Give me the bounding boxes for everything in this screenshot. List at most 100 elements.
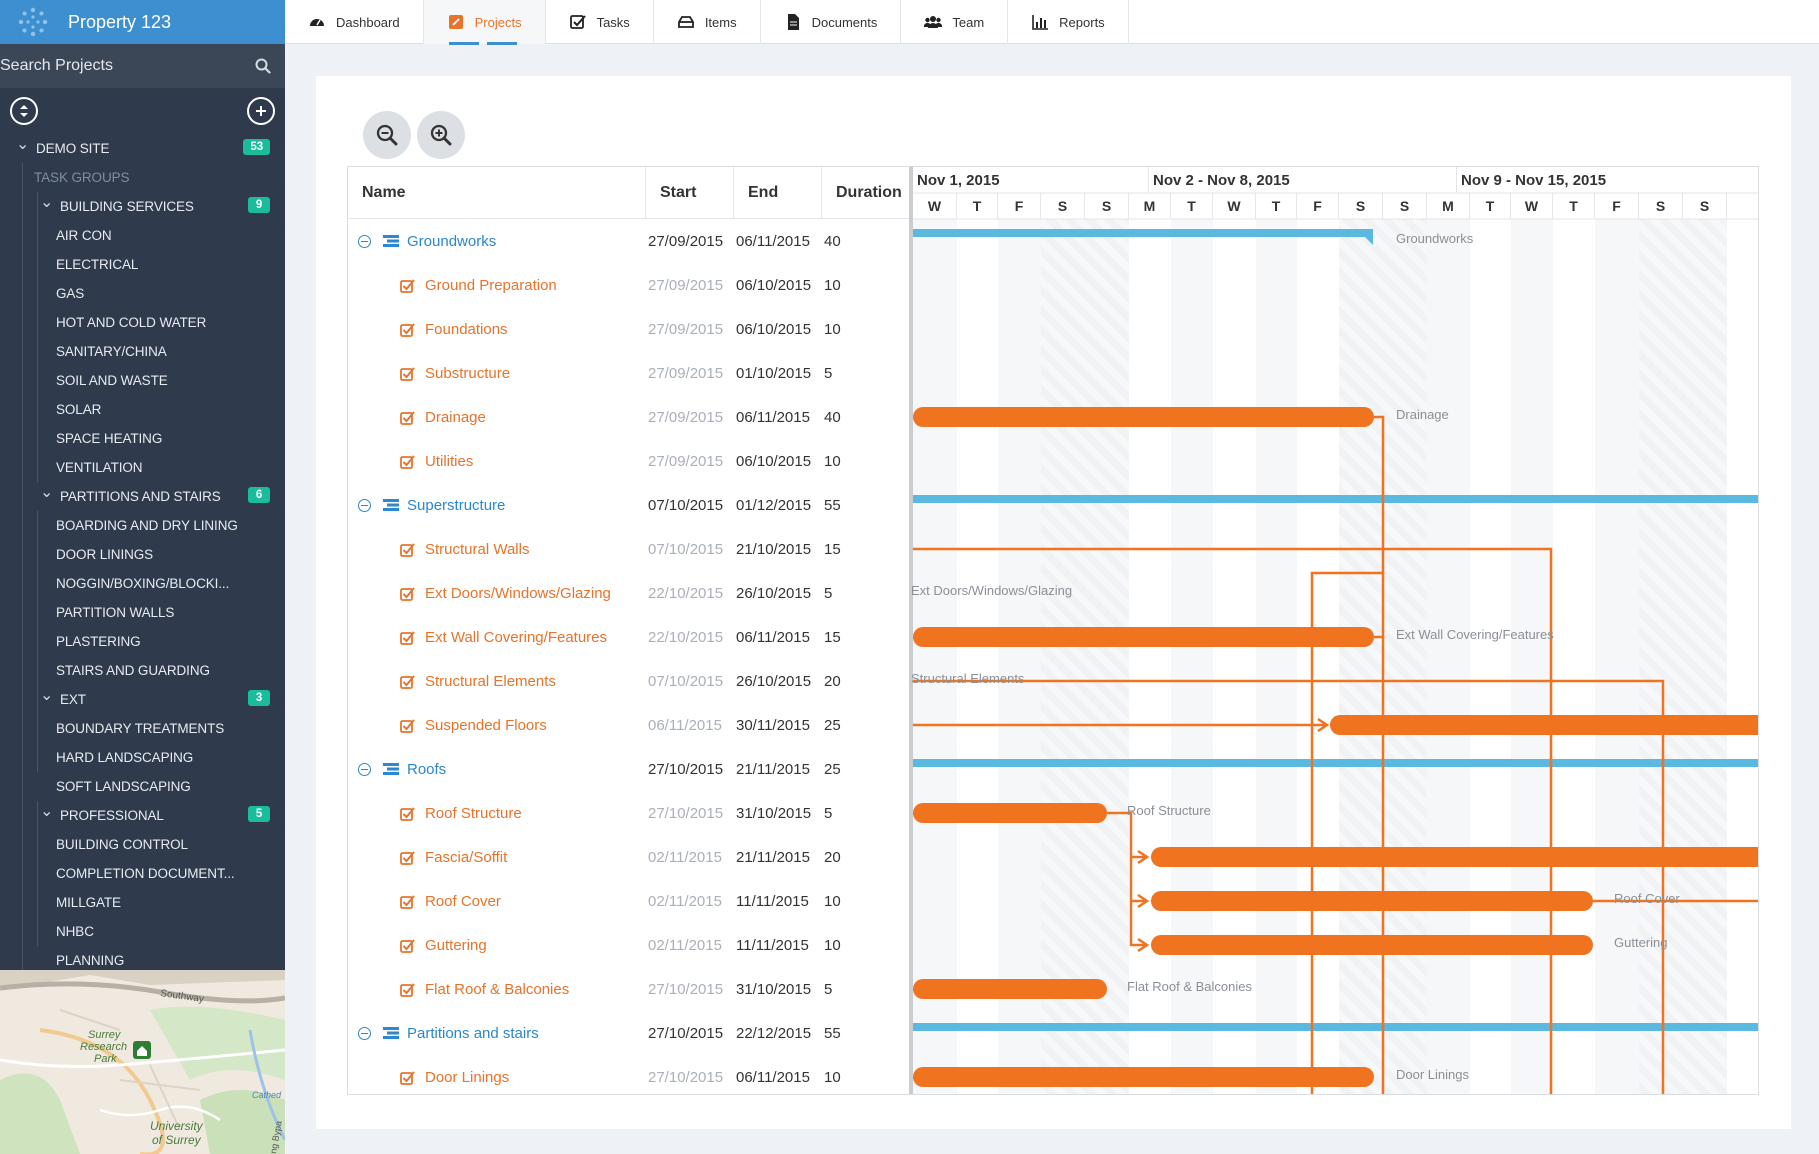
sidebar-item-electrical[interactable]: ELECTRICAL xyxy=(0,250,285,279)
collapse-icon[interactable] xyxy=(358,1026,371,1040)
gantt-row-superstructure[interactable]: Superstructure 07/10/2015 01/12/2015 55 xyxy=(348,483,909,527)
task-name-cell[interactable]: Partitions and stairs xyxy=(358,1011,646,1055)
items-icon xyxy=(677,16,694,28)
task-start-cell: 27/10/2015 xyxy=(648,980,724,998)
task-name-cell[interactable]: Groundworks xyxy=(358,219,646,263)
site-map[interactable]: Southway Surrey Research Park University… xyxy=(0,970,285,1154)
task-name-cell[interactable]: Utilities xyxy=(400,439,646,483)
chevron-down-icon[interactable]: ⌄ xyxy=(40,802,54,820)
gantt-row-ext-wall-covering-features[interactable]: Ext Wall Covering/Features 22/10/2015 06/1… xyxy=(348,615,909,659)
sidebar-item-air-con[interactable]: AIR CON xyxy=(0,221,285,250)
sidebar-item-door-linings[interactable]: DOOR LININGS xyxy=(0,540,285,569)
sidebar-item-nhbc[interactable]: NHBC xyxy=(0,917,285,946)
sidebar-item-solar[interactable]: SOLAR xyxy=(0,395,285,424)
gantt-row-roof-cover[interactable]: Roof Cover 02/11/2015 11/11/2015 10 xyxy=(348,879,909,923)
sidebar-item-sanitary-china[interactable]: SANITARY/CHINA xyxy=(0,337,285,366)
sidebar-item-building-services[interactable]: ⌄ BUILDING SERVICES 9 xyxy=(0,192,285,221)
gantt-row-structural-elements[interactable]: Structural Elements 07/10/2015 26/10/2015 2… xyxy=(348,659,909,703)
gantt-row-ext-doors-windows-glazing[interactable]: Ext Doors/Windows/Glazing 22/10/2015 26/10… xyxy=(348,571,909,615)
sidebar-item-boundary-treatments[interactable]: BOUNDARY TREATMENTS xyxy=(0,714,285,743)
sidebar-item-stairs-and-guarding[interactable]: STAIRS AND GUARDING xyxy=(0,656,285,685)
sidebar-item-noggin-boxing-blocki[interactable]: NOGGIN/BOXING/BLOCKI... xyxy=(0,569,285,598)
gantt-row-fascia-soffit[interactable]: Fascia/Soffit 02/11/2015 21/11/2015 20 xyxy=(348,835,909,879)
column-header-end[interactable]: End xyxy=(734,167,822,219)
task-name-cell[interactable]: Ground Preparation xyxy=(400,263,646,307)
brand-header[interactable]: Property 123 xyxy=(0,0,285,44)
gantt-row-roof-structure[interactable]: Roof Structure 27/10/2015 31/10/2015 5 xyxy=(348,791,909,835)
sidebar-item-planning[interactable]: PLANNING xyxy=(0,946,285,975)
tab-reports[interactable]: Reports xyxy=(1008,0,1129,44)
zoom-in-button[interactable] xyxy=(417,111,465,159)
column-header-name[interactable]: Name xyxy=(348,167,646,219)
chevron-down-icon[interactable]: ⌄ xyxy=(40,483,54,501)
tab-documents[interactable]: Documents xyxy=(761,0,902,44)
task-name-cell[interactable]: Suspended Floors xyxy=(400,703,646,747)
task-name-cell[interactable]: Guttering xyxy=(400,923,646,967)
sidebar-item-building-control[interactable]: BUILDING CONTROL xyxy=(0,830,285,859)
sidebar-item-professional[interactable]: ⌄ PROFESSIONAL 5 xyxy=(0,801,285,830)
chevron-down-icon[interactable]: ⌄ xyxy=(16,135,30,153)
expand-collapse-button[interactable] xyxy=(10,97,38,125)
gantt-row-substructure[interactable]: Substructure 27/09/2015 01/10/2015 5 xyxy=(348,351,909,395)
task-name-cell[interactable]: Substructure xyxy=(400,351,646,395)
gantt-row-flat-roof-balconies[interactable]: Flat Roof & Balconies 27/10/2015 31/10/201… xyxy=(348,967,909,1011)
gantt-row-utilities[interactable]: Utilities 27/09/2015 06/10/2015 10 xyxy=(348,439,909,483)
gantt-row-groundworks[interactable]: Groundworks 27/09/2015 06/11/2015 40 xyxy=(348,219,909,263)
sidebar-item-soft-landscaping[interactable]: SOFT LANDSCAPING xyxy=(0,772,285,801)
task-name-cell[interactable]: Roof Cover xyxy=(400,879,646,923)
sidebar-item-hot-and-cold-water[interactable]: HOT AND COLD WATER xyxy=(0,308,285,337)
sidebar-item-task-groups[interactable]: TASK GROUPS xyxy=(0,163,285,192)
sidebar-item-partition-walls[interactable]: PARTITION WALLS xyxy=(0,598,285,627)
gantt-row-foundations[interactable]: Foundations 27/09/2015 06/10/2015 10 xyxy=(348,307,909,351)
task-name-cell[interactable]: Structural Elements xyxy=(400,659,646,703)
task-name-cell[interactable]: Ext Doors/Windows/Glazing xyxy=(400,571,646,615)
task-name-cell[interactable]: Superstructure xyxy=(358,483,646,527)
sidebar-item-plastering[interactable]: PLASTERING xyxy=(0,627,285,656)
chevron-down-icon[interactable]: ⌄ xyxy=(40,193,54,211)
task-name-cell[interactable]: Structural Walls xyxy=(400,527,646,571)
sidebar-item-space-heating[interactable]: SPACE HEATING xyxy=(0,424,285,453)
gantt-row-suspended-floors[interactable]: Suspended Floors 06/11/2015 30/11/2015 25 xyxy=(348,703,909,747)
task-name-cell[interactable]: Drainage xyxy=(400,395,646,439)
task-name-cell[interactable]: Ext Wall Covering/Features xyxy=(400,615,646,659)
task-name-cell[interactable]: Flat Roof & Balconies xyxy=(400,967,646,1011)
gantt-row-door-linings[interactable]: Door Linings 27/10/2015 06/11/2015 10 xyxy=(348,1055,909,1094)
task-name-cell[interactable]: Roof Structure xyxy=(400,791,646,835)
gantt-row-guttering[interactable]: Guttering 02/11/2015 11/11/2015 10 xyxy=(348,923,909,967)
tab-tasks[interactable]: Tasks xyxy=(546,0,654,44)
search-projects[interactable]: Search Projects xyxy=(0,44,285,88)
tab-items[interactable]: Items xyxy=(654,0,761,44)
sidebar-item-gas[interactable]: GAS xyxy=(0,279,285,308)
gantt-row-drainage[interactable]: Drainage 27/09/2015 06/11/2015 40 xyxy=(348,395,909,439)
collapse-icon[interactable] xyxy=(358,762,371,776)
sidebar-item-partitions-and-stairs[interactable]: ⌄ PARTITIONS AND STAIRS 6 xyxy=(0,482,285,511)
zoom-out-button[interactable] xyxy=(363,111,411,159)
tab-projects[interactable]: Projects xyxy=(423,0,546,45)
gantt-row-ground-preparation[interactable]: Ground Preparation 27/09/2015 06/10/2015 10 xyxy=(348,263,909,307)
task-name-cell[interactable]: Roofs xyxy=(358,747,646,791)
tab-dashboard[interactable]: Dashboard xyxy=(285,0,424,44)
sidebar-item-completion-document[interactable]: COMPLETION DOCUMENT... xyxy=(0,859,285,888)
task-name-cell[interactable]: Foundations xyxy=(400,307,646,351)
sidebar-item-ventilation[interactable]: VENTILATION xyxy=(0,453,285,482)
sidebar-item-demo-site[interactable]: ⌄ DEMO SITE 53 xyxy=(0,134,285,163)
gantt-row-partitions-and-stairs[interactable]: Partitions and stairs 27/10/2015 22/12/201… xyxy=(348,1011,909,1055)
task-name-cell[interactable]: Fascia/Soffit xyxy=(400,835,646,879)
sidebar-item-soil-and-waste[interactable]: SOIL AND WASTE xyxy=(0,366,285,395)
sidebar-item-hard-landscaping[interactable]: HARD LANDSCAPING xyxy=(0,743,285,772)
task-name-cell[interactable]: Door Linings xyxy=(400,1055,646,1094)
sidebar-item-millgate[interactable]: MILLGATE xyxy=(0,888,285,917)
tab-team[interactable]: Team xyxy=(901,0,1009,44)
column-header-start[interactable]: Start xyxy=(646,167,734,219)
column-header-duration[interactable]: Duration xyxy=(822,167,909,219)
search-icon[interactable] xyxy=(255,58,271,74)
gantt-row-structural-walls[interactable]: Structural Walls 07/10/2015 21/10/2015 15 xyxy=(348,527,909,571)
collapse-icon[interactable] xyxy=(358,234,371,248)
add-project-button[interactable] xyxy=(247,97,275,125)
collapse-icon[interactable] xyxy=(358,498,371,512)
sidebar-item-boarding-and-dry-lining[interactable]: BOARDING AND DRY LINING xyxy=(0,511,285,540)
chevron-down-icon[interactable]: ⌄ xyxy=(40,686,54,704)
bar-drainage xyxy=(913,407,1374,427)
sidebar-item-ext[interactable]: ⌄ EXT 3 xyxy=(0,685,285,714)
gantt-row-roofs[interactable]: Roofs 27/10/2015 21/11/2015 25 xyxy=(348,747,909,791)
